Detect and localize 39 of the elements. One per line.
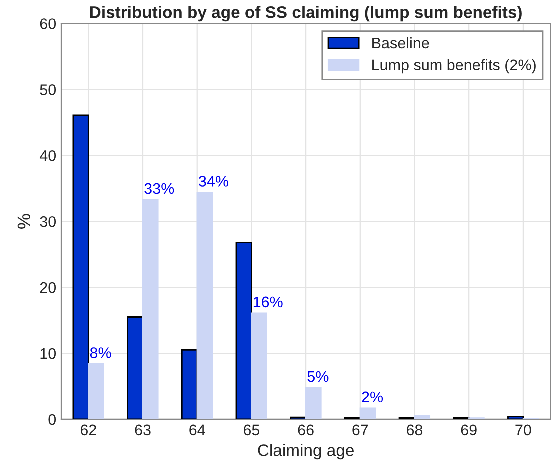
y-tick-label: 20 <box>40 282 56 294</box>
x-tick-label: 70 <box>516 424 532 436</box>
bar <box>508 416 524 420</box>
x-axis-title: Claiming age <box>258 444 354 460</box>
y-tick-label: 0 <box>48 414 56 426</box>
data-label: 16% <box>254 296 283 308</box>
y-tick-label: 60 <box>40 18 56 30</box>
bar <box>88 364 104 420</box>
bar <box>196 192 214 420</box>
y-tick-label: 30 <box>40 216 56 228</box>
data-label: 8% <box>90 348 112 358</box>
x-tick-label: 65 <box>244 424 260 436</box>
bar <box>360 408 376 420</box>
y-tick-label: 50 <box>40 84 56 96</box>
x-tick-label: 62 <box>80 424 96 436</box>
y-tick-label: 40 <box>40 150 56 162</box>
bar <box>142 199 159 420</box>
data-label: 33% <box>144 183 174 194</box>
y-tick-label: 10 <box>40 348 56 360</box>
x-tick-label: 69 <box>461 424 477 436</box>
y-axis-title: % <box>18 214 30 229</box>
bar <box>251 312 268 420</box>
bar <box>305 387 322 420</box>
bar <box>236 242 252 420</box>
x-tick-label: 68 <box>407 424 423 436</box>
data-label: 5% <box>308 371 329 382</box>
x-tick-label: 64 <box>190 424 206 436</box>
legend-label: Baseline <box>372 37 430 49</box>
bar <box>181 350 198 420</box>
bar <box>72 114 90 420</box>
bar <box>414 414 431 420</box>
x-tick-label: 67 <box>352 424 368 436</box>
legend-label: Lump sum benefits (2%) <box>372 59 536 74</box>
data-label: 34% <box>199 176 228 187</box>
bar <box>127 316 144 420</box>
x-tick-label: 66 <box>298 424 314 436</box>
chart-title: Distribution by age of SS claiming (lump sum benefits) <box>90 6 522 22</box>
x-tick-label: 63 <box>135 424 151 436</box>
data-label: 2% <box>362 392 384 403</box>
